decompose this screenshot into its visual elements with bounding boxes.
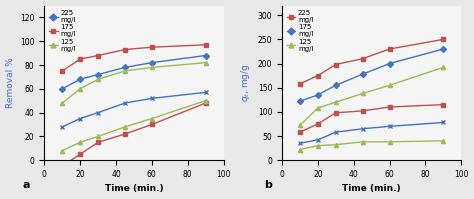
Text: a: a	[23, 180, 30, 190]
Text: b: b	[264, 180, 272, 190]
Y-axis label: $q_t$, mg/g: $q_t$, mg/g	[239, 64, 252, 102]
Legend: 225
mg/l, 175
mg/l, 125
mg/l: 225 mg/l, 175 mg/l, 125 mg/l	[285, 9, 315, 53]
Y-axis label: Removal %: Removal %	[6, 58, 15, 108]
X-axis label: Time (min.): Time (min.)	[342, 184, 401, 193]
X-axis label: Time (min.): Time (min.)	[105, 184, 163, 193]
Legend: 225
mg/l, 175
mg/l, 125
mg/l: 225 mg/l, 175 mg/l, 125 mg/l	[48, 9, 77, 53]
